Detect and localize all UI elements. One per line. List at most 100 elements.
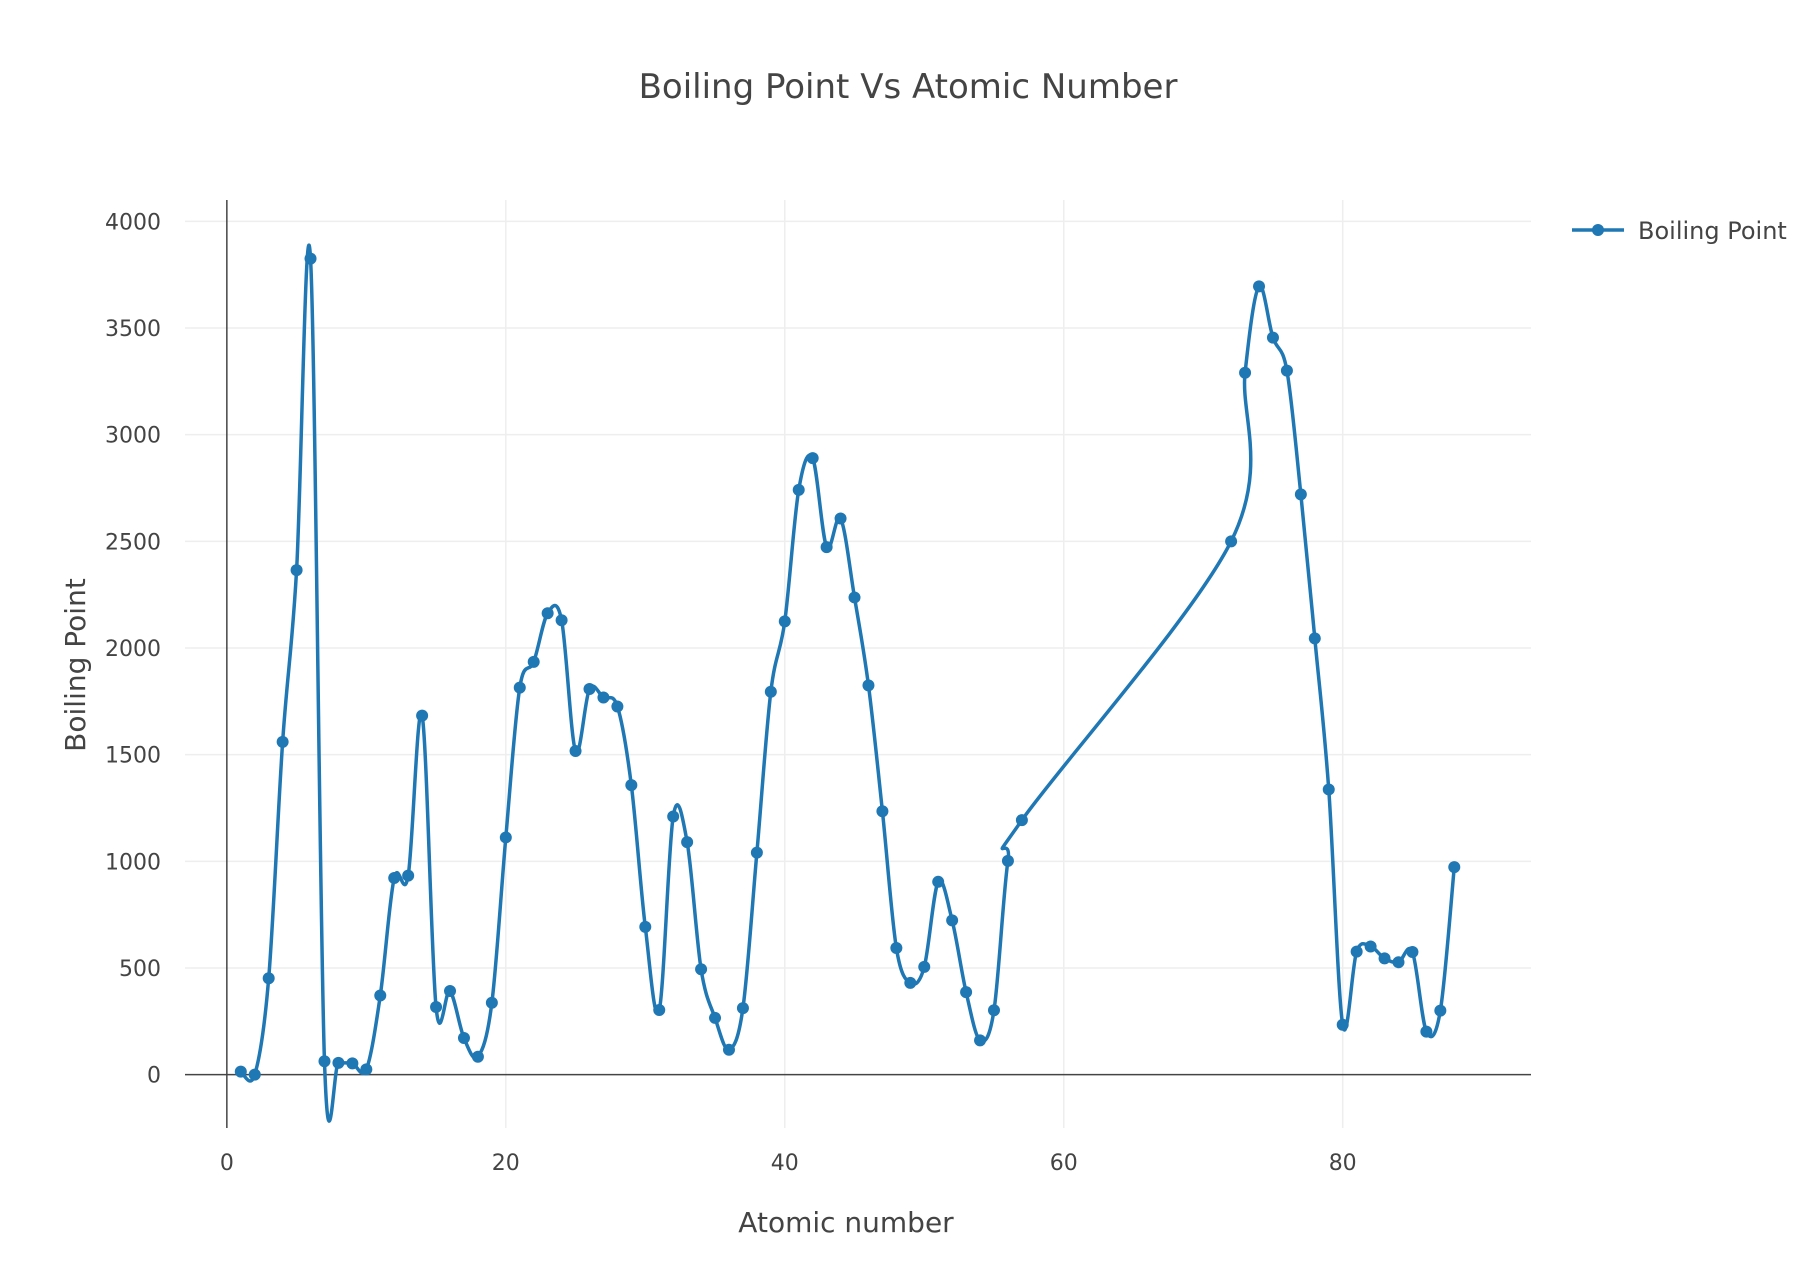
data-point-19 <box>485 996 498 1009</box>
chart-title: Boiling Point Vs Atomic Number <box>639 67 1178 107</box>
data-point-49 <box>904 976 917 989</box>
data-point-38 <box>750 846 763 859</box>
legend-label-boiling-point: Boiling Point <box>1638 217 1787 245</box>
data-point-33 <box>681 836 694 849</box>
data-point-45 <box>848 591 861 604</box>
data-point-53 <box>960 986 973 999</box>
x-grid-lines <box>505 200 1344 1128</box>
data-point-25 <box>569 745 582 758</box>
axes <box>185 200 1531 1128</box>
data-point-37 <box>736 1002 749 1015</box>
series-layer <box>234 243 1461 1123</box>
data-point-4 <box>276 735 289 748</box>
data-point-40 <box>778 615 791 628</box>
x-tick-label-0: 0 <box>220 1151 234 1176</box>
data-point-82 <box>1364 940 1377 953</box>
data-point-78 <box>1308 632 1321 645</box>
data-point-16 <box>444 985 457 998</box>
y-tick-label-2000: 2000 <box>105 637 161 662</box>
data-point-5 <box>290 564 303 577</box>
y-tick-label-500: 500 <box>119 957 161 982</box>
x-tick-labels: 0 20 40 60 80 <box>220 1151 1357 1176</box>
data-point-81 <box>1350 945 1363 958</box>
data-point-84 <box>1392 956 1405 969</box>
data-point-26 <box>583 682 596 695</box>
data-point-41 <box>792 483 805 496</box>
data-point-75 <box>1266 331 1279 344</box>
data-point-20 <box>499 831 512 844</box>
data-point-42 <box>806 452 819 465</box>
data-point-50 <box>918 960 931 973</box>
x-tick-label-20: 20 <box>492 1151 520 1176</box>
data-point-36 <box>722 1043 735 1056</box>
data-point-18 <box>471 1050 484 1063</box>
data-point-79 <box>1322 783 1335 796</box>
data-point-52 <box>946 914 959 927</box>
data-point-80 <box>1336 1018 1349 1031</box>
data-point-43 <box>820 541 833 554</box>
data-point-8 <box>332 1056 345 1069</box>
x-tick-label-40: 40 <box>771 1151 799 1176</box>
data-point-85 <box>1406 946 1419 958</box>
data-point-57 <box>1015 814 1028 827</box>
series-line-boiling-point <box>239 243 1457 1123</box>
data-point-12 <box>388 871 401 884</box>
data-point-29 <box>625 779 638 792</box>
data-point-30 <box>639 920 652 933</box>
data-point-54 <box>974 1034 987 1047</box>
data-point-74 <box>1253 280 1266 293</box>
data-point-56 <box>1001 854 1014 867</box>
data-point-2 <box>248 1068 261 1081</box>
data-point-3 <box>262 972 275 985</box>
data-point-31 <box>653 1004 666 1017</box>
data-point-76 <box>1280 364 1293 377</box>
y-tick-label-2500: 2500 <box>105 530 161 555</box>
legend[interactable]: Boiling Point <box>1572 217 1787 245</box>
data-point-17 <box>457 1031 470 1044</box>
data-point-24 <box>555 614 568 627</box>
x-tick-label-60: 60 <box>1050 1151 1078 1176</box>
x-axis-title: Atomic number <box>738 1206 954 1239</box>
data-point-34 <box>695 963 708 976</box>
y-tick-label-0: 0 <box>147 1064 161 1089</box>
data-point-83 <box>1378 952 1391 965</box>
data-point-55 <box>987 1004 1000 1017</box>
data-point-14 <box>416 709 429 722</box>
data-point-9 <box>346 1057 359 1070</box>
data-point-15 <box>430 1001 443 1014</box>
data-point-46 <box>862 679 875 692</box>
series-points-boiling-point <box>234 252 1461 1081</box>
data-point-88 <box>1448 861 1461 874</box>
data-point-21 <box>513 681 526 694</box>
y-tick-label-3500: 3500 <box>105 317 161 342</box>
y-tick-label-1500: 1500 <box>105 744 161 769</box>
data-point-73 <box>1239 366 1252 379</box>
data-point-7 <box>318 1055 331 1068</box>
data-point-6 <box>304 252 317 265</box>
data-point-23 <box>541 607 554 620</box>
y-tick-label-3000: 3000 <box>105 424 161 449</box>
data-point-48 <box>890 941 903 954</box>
data-point-32 <box>667 810 680 823</box>
y-tick-label-4000: 4000 <box>105 210 161 235</box>
data-point-13 <box>402 869 415 882</box>
data-point-39 <box>764 685 777 698</box>
data-point-77 <box>1294 488 1307 501</box>
y-tick-labels: 0 500 1000 1500 2000 2500 3000 3500 4000 <box>105 210 161 1088</box>
y-axis-title: Boiling Point <box>59 578 92 752</box>
data-point-35 <box>709 1011 722 1024</box>
y-tick-label-1000: 1000 <box>105 850 161 875</box>
data-point-87 <box>1434 1004 1447 1017</box>
data-point-10 <box>360 1063 373 1076</box>
data-point-86 <box>1420 1025 1433 1038</box>
data-point-22 <box>527 655 540 668</box>
data-point-1 <box>234 1065 247 1078</box>
data-point-51 <box>932 875 945 888</box>
legend-marker-boiling-point <box>1592 224 1604 236</box>
data-point-11 <box>374 989 387 1002</box>
data-point-28 <box>611 700 624 713</box>
data-point-72 <box>1225 535 1238 548</box>
data-point-27 <box>597 691 610 704</box>
data-point-44 <box>834 512 847 525</box>
